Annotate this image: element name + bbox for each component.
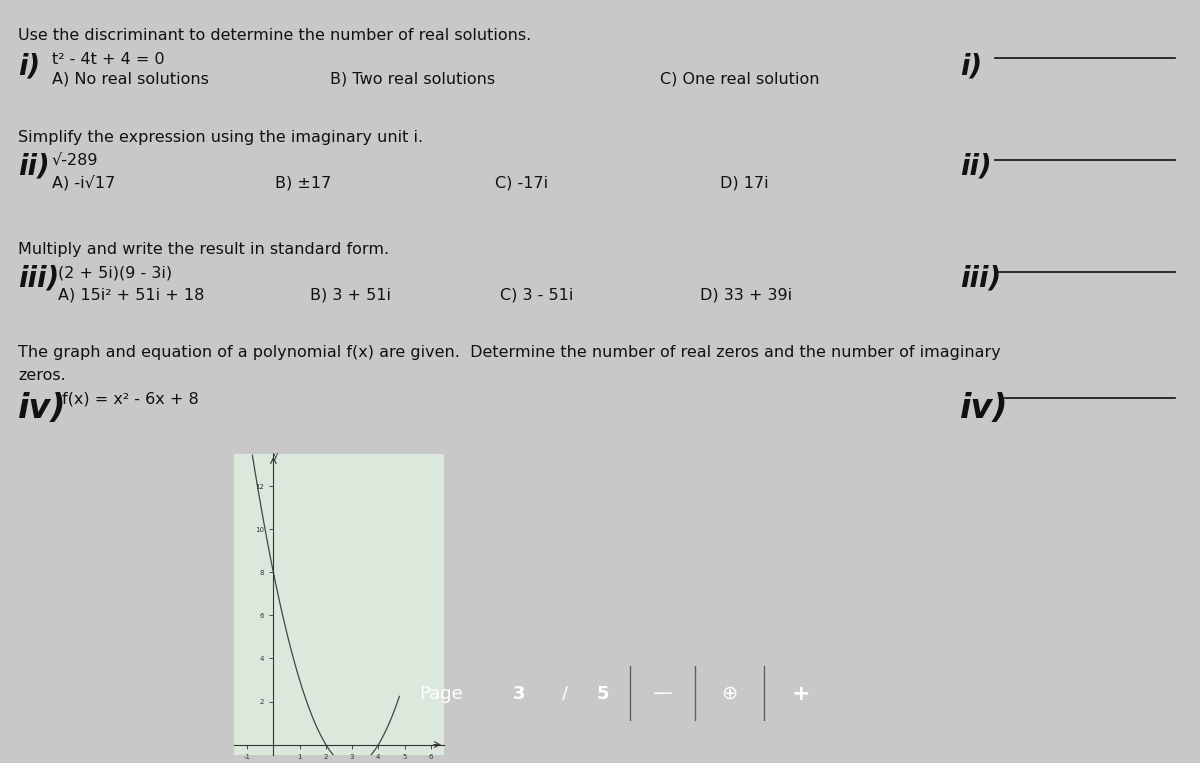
Text: ii): ii) bbox=[18, 153, 49, 181]
Text: Page: Page bbox=[419, 684, 463, 703]
Text: —: — bbox=[653, 684, 672, 703]
Text: +: + bbox=[792, 684, 810, 703]
Text: C) One real solution: C) One real solution bbox=[660, 72, 820, 87]
Text: B) Two real solutions: B) Two real solutions bbox=[330, 72, 496, 87]
Text: B) 3 + 51i: B) 3 + 51i bbox=[310, 287, 391, 302]
Text: i): i) bbox=[18, 52, 40, 80]
Text: The graph and equation of a polynomial f(x) are given.  Determine the number of : The graph and equation of a polynomial f… bbox=[18, 345, 1001, 360]
Text: ii): ii) bbox=[960, 153, 991, 181]
Text: Multiply and write the result in standard form.: Multiply and write the result in standar… bbox=[18, 242, 389, 257]
Text: D) 33 + 39i: D) 33 + 39i bbox=[700, 287, 792, 302]
Text: y: y bbox=[272, 452, 278, 460]
Text: zeros.: zeros. bbox=[18, 368, 66, 383]
Text: iv): iv) bbox=[18, 392, 66, 425]
Text: C) -17i: C) -17i bbox=[496, 175, 548, 190]
Text: D) 17i: D) 17i bbox=[720, 175, 769, 190]
Text: 5: 5 bbox=[596, 684, 608, 703]
Text: i): i) bbox=[960, 52, 982, 80]
Text: A) 15i² + 51i + 18: A) 15i² + 51i + 18 bbox=[58, 287, 204, 302]
Text: A) No real solutions: A) No real solutions bbox=[52, 72, 209, 87]
Text: Simplify the expression using the imaginary unit i.: Simplify the expression using the imagin… bbox=[18, 130, 424, 145]
Text: A) -i√17: A) -i√17 bbox=[52, 175, 115, 191]
Text: √-289: √-289 bbox=[52, 153, 98, 168]
Text: /: / bbox=[563, 684, 569, 703]
Text: (2 + 5i)(9 - 3i): (2 + 5i)(9 - 3i) bbox=[58, 265, 172, 280]
Text: Use the discriminant to determine the number of real solutions.: Use the discriminant to determine the nu… bbox=[18, 28, 532, 43]
Text: t² - 4t + 4 = 0: t² - 4t + 4 = 0 bbox=[52, 52, 164, 67]
Text: ⊕: ⊕ bbox=[721, 684, 738, 703]
Text: iii): iii) bbox=[18, 265, 59, 293]
Text: C) 3 - 51i: C) 3 - 51i bbox=[500, 287, 574, 302]
Text: B) ±17: B) ±17 bbox=[275, 175, 331, 190]
Text: 3: 3 bbox=[514, 684, 526, 703]
Text: f(x) = x² - 6x + 8: f(x) = x² - 6x + 8 bbox=[62, 392, 199, 407]
Text: iii): iii) bbox=[960, 265, 1001, 293]
Text: iv): iv) bbox=[960, 392, 1008, 425]
